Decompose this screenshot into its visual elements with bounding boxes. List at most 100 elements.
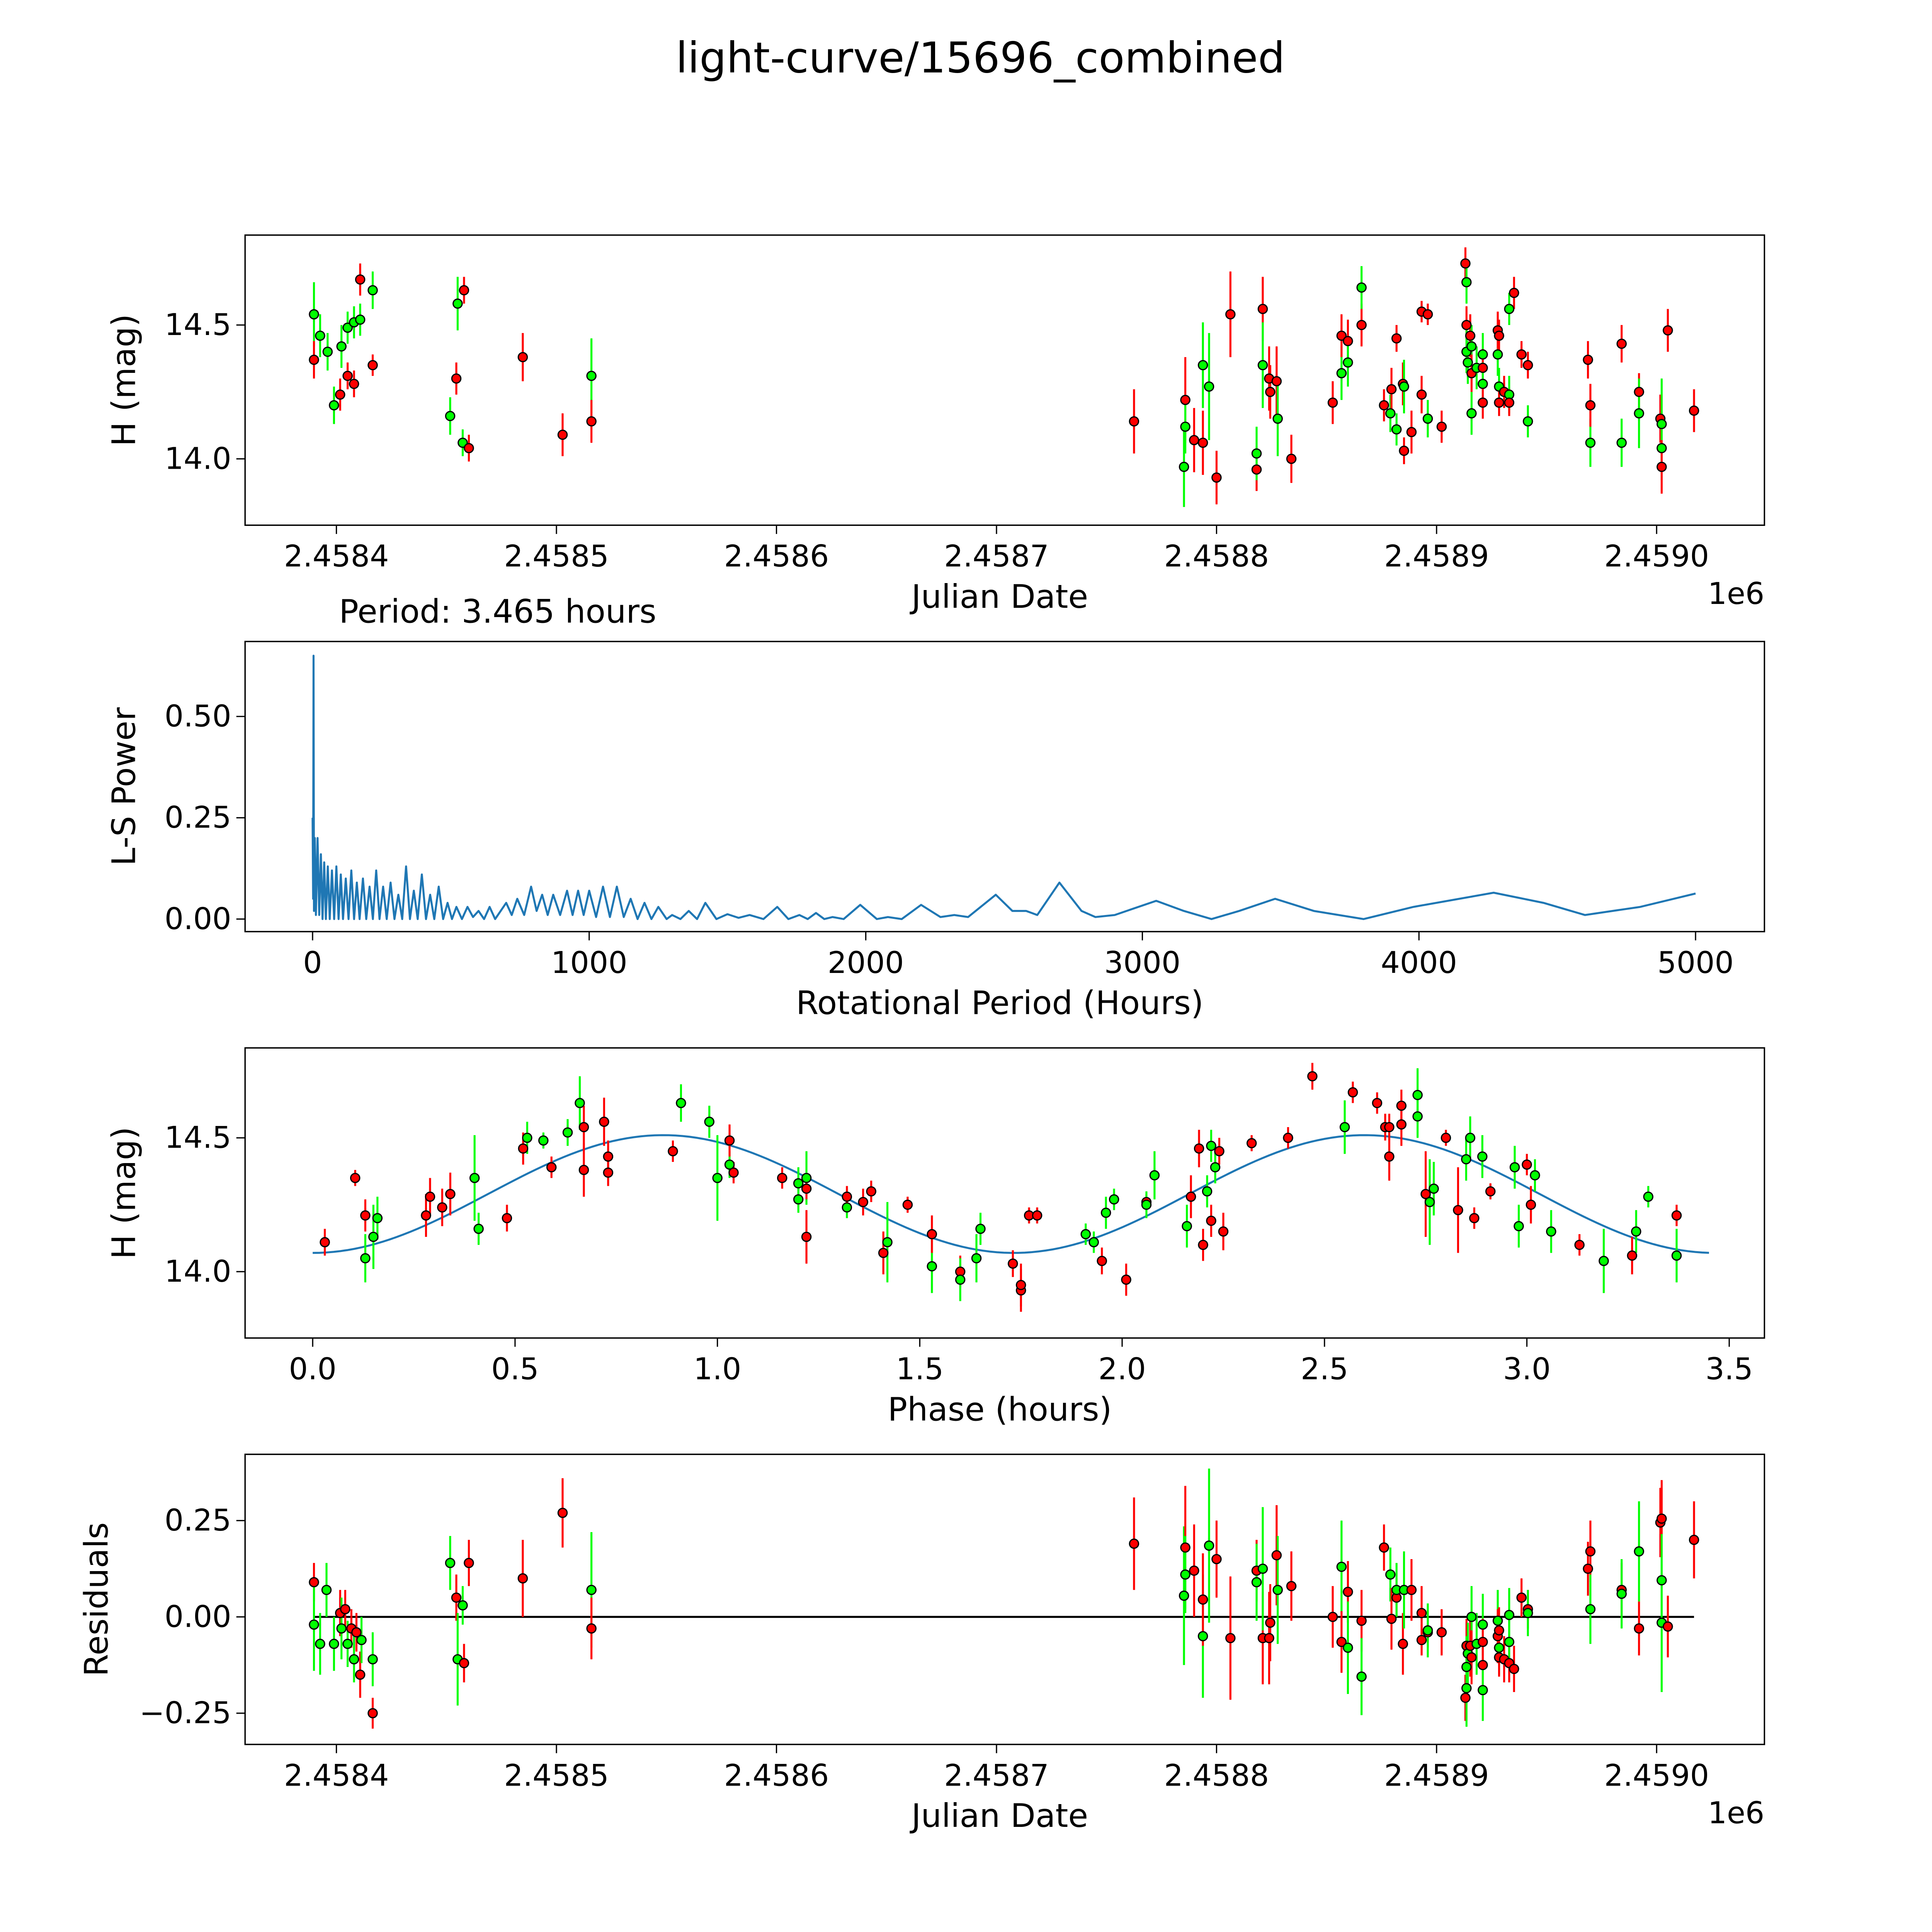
data-point — [336, 341, 347, 352]
data-point — [1634, 1546, 1645, 1557]
data-point — [562, 1127, 573, 1138]
data-point — [546, 1162, 557, 1173]
data-point — [457, 1600, 468, 1611]
data-point — [1466, 1652, 1477, 1663]
data-point — [603, 1151, 614, 1162]
data-point — [1504, 1637, 1515, 1647]
data-point — [1656, 461, 1667, 472]
data-point — [1194, 1143, 1204, 1154]
data-point — [464, 1558, 474, 1568]
periodogram-axes: 0 1000 2000 3000 4000 5000 0.00 0.25 0.50 Rotatio… — [105, 641, 1765, 1022]
data-point — [459, 285, 469, 296]
data-point — [355, 274, 366, 285]
data-point — [586, 1623, 597, 1634]
data-point — [1214, 1146, 1225, 1156]
y-tick-label: 0.00 — [165, 901, 231, 936]
data-point — [1689, 405, 1699, 416]
axes-frame — [244, 234, 1765, 526]
data-point — [1347, 1087, 1358, 1098]
x-tick-label: 2.4586 — [724, 1758, 829, 1793]
plots-group: 2.4584 2.4585 2.4586 2.4587 2.4588 2.4589 2.45… — [77, 234, 1765, 1835]
data-point — [1088, 1237, 1099, 1248]
data-point — [1356, 1616, 1367, 1626]
data-point — [502, 1213, 512, 1223]
data-point — [459, 1658, 469, 1668]
data-point — [1356, 282, 1367, 293]
data-point — [1386, 384, 1397, 395]
data-point — [1478, 1637, 1488, 1647]
data-point — [1478, 349, 1488, 360]
data-point — [1204, 1540, 1214, 1551]
data-point — [1343, 357, 1353, 368]
periodogram-plot-area — [311, 655, 1696, 920]
data-point — [1307, 1071, 1318, 1082]
data-point — [1271, 1550, 1282, 1561]
y-tick-label: 0.25 — [165, 1503, 231, 1538]
data-point — [1180, 395, 1190, 405]
data-point — [1339, 1122, 1350, 1133]
data-point — [1265, 1617, 1276, 1628]
data-point — [1478, 379, 1488, 389]
x-tick-label: 2.4587 — [944, 1758, 1049, 1793]
data-point — [1509, 1663, 1519, 1674]
data-point — [1616, 1588, 1627, 1599]
data-point — [1478, 1660, 1488, 1670]
x-tick-label: 2.4585 — [504, 1758, 609, 1793]
data-point — [1429, 1184, 1439, 1194]
data-point — [315, 1639, 325, 1649]
data-point — [586, 1585, 597, 1595]
data-point — [1246, 1138, 1257, 1148]
data-point — [1356, 320, 1367, 330]
x-tick-label: 2.4587 — [944, 539, 1049, 574]
data-point — [1129, 1538, 1139, 1549]
x-tick-label: 3.0 — [1503, 1352, 1551, 1387]
lightcurve-axes: 2.4584 2.4585 2.4586 2.4587 2.4588 2.4589 2.45… — [105, 234, 1765, 616]
data-point — [1477, 1151, 1488, 1162]
data-point — [578, 1122, 589, 1133]
data-point — [668, 1146, 678, 1156]
data-point — [309, 354, 319, 365]
data-point — [1372, 1098, 1383, 1108]
data-point — [1422, 1625, 1433, 1636]
data-point — [1656, 1513, 1667, 1524]
data-point — [801, 1173, 812, 1183]
data-point — [1583, 354, 1593, 365]
data-point — [955, 1274, 966, 1285]
data-point — [1225, 309, 1236, 320]
data-point — [1526, 1199, 1536, 1210]
data-point — [1204, 381, 1214, 392]
data-point — [342, 1639, 353, 1649]
data-point — [1627, 1250, 1638, 1261]
data-point — [1412, 1111, 1423, 1122]
data-point — [1461, 1662, 1472, 1672]
data-point — [1141, 1199, 1152, 1210]
data-point — [1599, 1256, 1609, 1266]
data-point — [557, 1508, 568, 1518]
data-point — [469, 1173, 480, 1183]
data-point — [1466, 408, 1477, 418]
data-point — [517, 1573, 528, 1584]
data-point — [452, 298, 463, 309]
data-point — [367, 1708, 378, 1719]
x-tick-label: 2.4590 — [1604, 539, 1709, 574]
y-tick-label: 14.0 — [165, 1254, 231, 1289]
data-point — [329, 1639, 339, 1649]
data-point — [712, 1173, 723, 1183]
data-point — [367, 285, 378, 296]
data-point — [878, 1248, 889, 1258]
data-point — [1631, 1226, 1641, 1237]
data-point — [1032, 1210, 1043, 1221]
data-point — [1574, 1240, 1585, 1250]
x-tick-label: 2.4588 — [1164, 539, 1269, 574]
data-point — [1343, 1587, 1353, 1597]
data-point — [421, 1210, 431, 1221]
data-point — [1509, 1162, 1520, 1173]
data-point — [599, 1116, 609, 1127]
data-point — [1412, 1090, 1423, 1100]
data-point — [1399, 381, 1409, 392]
data-point — [1097, 1256, 1107, 1266]
data-point — [1343, 336, 1353, 346]
x-axis-label: Julian Date — [910, 578, 1088, 616]
x-tick-label: 2.4590 — [1604, 1758, 1709, 1793]
